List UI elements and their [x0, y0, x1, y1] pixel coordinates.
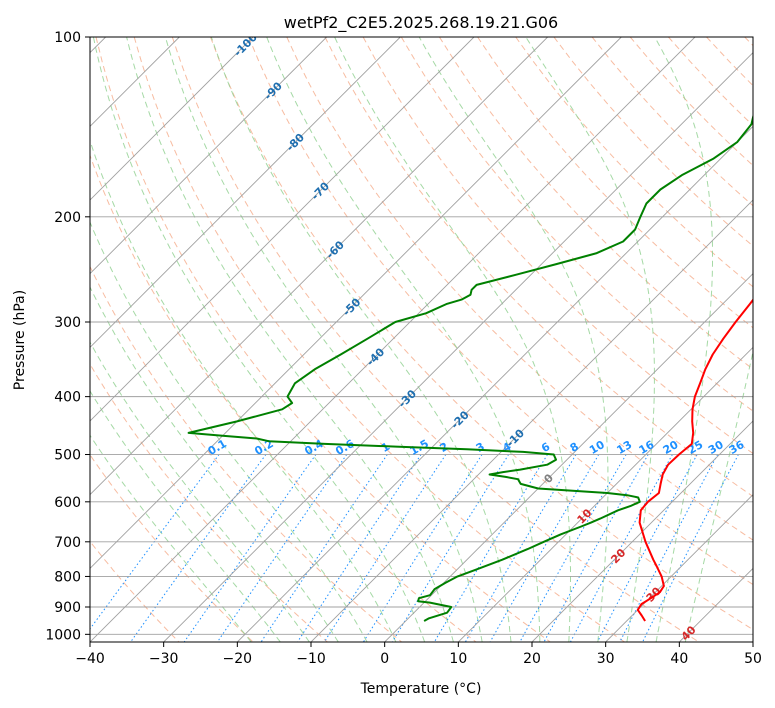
isotherm-line: [90, 37, 696, 642]
mixing-ratio-line: [464, 454, 577, 642]
mixing-ratio-line: [543, 454, 649, 642]
x-tick-label: −10: [296, 651, 326, 667]
mixing-ratio-line: [619, 454, 719, 642]
isotherm-line: [531, 420, 753, 642]
moist-adiabat-line: [654, 37, 713, 642]
isotherm-line: [90, 37, 327, 275]
moist-adiabat-line: [126, 37, 454, 642]
y-tick-label: 800: [54, 569, 81, 585]
dry-adiabat-line: [90, 265, 403, 642]
dry-adiabat-line: [90, 153, 477, 642]
isotherm-line: [384, 273, 753, 642]
moist-adiabat-line: [334, 37, 571, 642]
y-tick-label: 300: [54, 315, 81, 331]
x-tick-label: −20: [223, 651, 253, 667]
dry-adiabat-line: [210, 37, 753, 631]
dry-adiabat-line: [133, 37, 625, 642]
moist-adiabat-line: [90, 390, 281, 642]
y-tick-label: 500: [54, 448, 81, 464]
mixing-ratio-lines: [90, 454, 739, 642]
x-tick-label: 0: [380, 651, 389, 667]
moist-adiabat-line: [92, 37, 426, 642]
dry-adiabat-line: [286, 37, 753, 541]
y-tick-label: 200: [54, 210, 81, 226]
x-tick-label: 10: [449, 651, 467, 667]
isotherm-line: [310, 199, 753, 642]
moist-adiabat-line: [90, 341, 310, 642]
dry-adiabat-line: [400, 37, 753, 412]
dry-adiabat-line: [171, 37, 700, 642]
isotherm-line: [605, 494, 753, 642]
isotherm-line: [90, 37, 254, 201]
dry-adiabat-line: [362, 37, 753, 455]
isotherm-line: [90, 37, 401, 348]
y-tick-label: 1000: [45, 627, 81, 643]
isotherm-line: [90, 37, 475, 422]
moist-adiabat-line: [525, 37, 656, 642]
dry-adiabat-line: [515, 37, 753, 288]
mixing-ratio-line: [297, 454, 422, 642]
mixing-ratio-line: [433, 454, 548, 642]
mixing-ratio-line: [489, 454, 600, 642]
moist-adiabat-line: [266, 37, 541, 642]
isotherm-label: 40: [679, 623, 699, 643]
isotherm-line: [90, 37, 622, 569]
isotherm-line: [90, 37, 548, 496]
y-tick-label: 900: [54, 600, 81, 616]
mixing-ratio-line: [596, 454, 698, 642]
moist-adiabat-line: [90, 220, 368, 642]
isotherm-line: [163, 52, 753, 642]
y-tick-label: 400: [54, 390, 81, 406]
dry-adiabats: [90, 37, 753, 642]
dry-adiabat-line: [90, 363, 328, 642]
dry-adiabat-line: [248, 37, 753, 586]
moist-adiabat-line: [418, 37, 609, 642]
moist-adiabat-line: [90, 286, 339, 642]
y-tick-label: 100: [54, 30, 81, 46]
y-axis-ticks: 100 200 300 400 500 600 700 800 900 1000: [45, 30, 90, 643]
x-tick-label: −30: [149, 651, 179, 667]
temperature-profile-line: [636, 298, 753, 622]
isotherm-line: [458, 346, 753, 642]
x-tick-label: −40: [75, 651, 105, 667]
x-axis-label: Temperature (°C): [360, 681, 482, 697]
moist-adiabat-line: [210, 37, 512, 642]
moist-adiabats: [90, 37, 753, 642]
x-tick-label: 20: [523, 651, 541, 667]
x-tick-label: 40: [670, 651, 688, 667]
sounding-series: [187, 113, 753, 622]
dry-adiabat-line: [90, 540, 180, 642]
y-tick-label: 700: [54, 535, 81, 551]
mixing-ratio-line: [260, 454, 388, 642]
plot-frame: [89, 36, 754, 643]
dry-adiabat-line: [95, 37, 551, 642]
plot-area: 0.1 0.2 0.4 0.6 1 1.5 2 3 4 6 8 10 13 16 20 25 30 36-100-…: [90, 37, 753, 643]
moist-adiabat-line: [90, 434, 252, 642]
x-tick-label: 30: [597, 651, 615, 667]
mixing-ratio-line: [90, 454, 220, 630]
y-tick-label: 600: [54, 495, 81, 511]
mixing-ratio-line: [642, 454, 739, 642]
x-axis-ticks: −40 −30 −20 −10 0 10 20 30 40 50: [75, 642, 762, 667]
x-tick-label: 50: [744, 651, 762, 667]
dewpoint-profile-line: [187, 113, 753, 622]
mixing-ratio-line: [519, 454, 627, 642]
mixing-ratio-line: [183, 454, 317, 642]
moist-adiabat-line: [164, 37, 483, 642]
y-axis-label: Pressure (hPa): [12, 290, 28, 390]
mixing-ratio-line: [569, 454, 673, 642]
moist-adiabat-line: [684, 349, 753, 642]
isobar-grid: [90, 37, 753, 635]
chart-title: wetPf2_C2E5.2025.268.19.21.G06: [284, 13, 558, 33]
